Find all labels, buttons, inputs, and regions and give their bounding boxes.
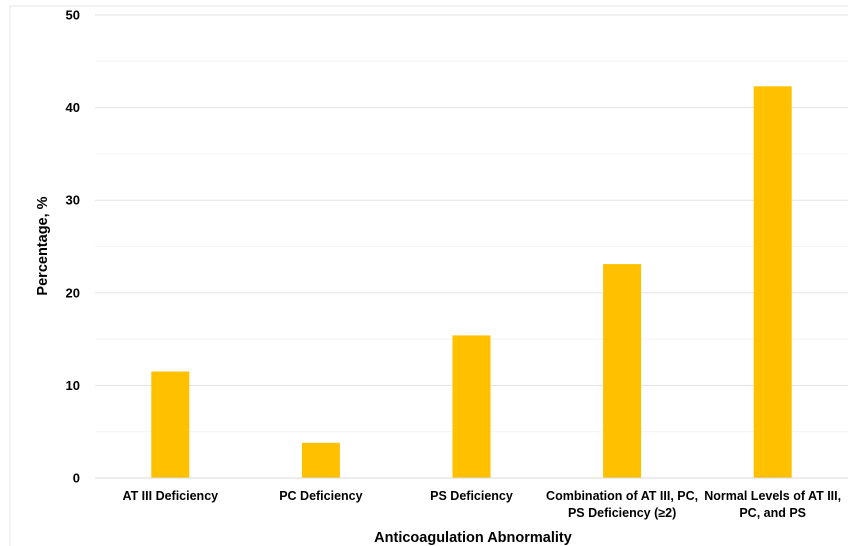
- y-axis-ticks: 0 10 20 30 40 50: [66, 8, 80, 486]
- bar: [301, 442, 340, 478]
- x-category-label: PC Deficiency: [279, 489, 362, 503]
- x-category-label: Normal Levels of AT III,: [704, 489, 841, 503]
- bars: [151, 86, 792, 478]
- x-category-label: PS Deficiency: [430, 489, 513, 503]
- bar: [753, 86, 792, 478]
- y-tick-label: 10: [66, 378, 80, 393]
- x-category-label: PS Deficiency (≥2): [568, 506, 676, 520]
- bar: [151, 371, 190, 478]
- x-axis-title: Anticoagulation Abnormality: [374, 530, 572, 546]
- y-tick-label: 40: [66, 100, 80, 115]
- y-tick-label: 50: [66, 8, 80, 23]
- x-category-label: PC, and PS: [739, 506, 806, 520]
- bar: [603, 264, 642, 478]
- y-tick-label: 0: [73, 471, 80, 486]
- bar: [452, 335, 491, 478]
- x-category-label: Combination of AT III, PC,: [546, 489, 698, 503]
- x-category-label: AT III Deficiency: [122, 489, 218, 503]
- x-axis-labels: AT III Deficiency PC Deficiency PS Deficie…: [122, 489, 841, 520]
- y-tick-label: 20: [66, 285, 80, 300]
- y-axis-title: Percentage, %: [35, 196, 51, 295]
- y-tick-label: 30: [66, 193, 80, 208]
